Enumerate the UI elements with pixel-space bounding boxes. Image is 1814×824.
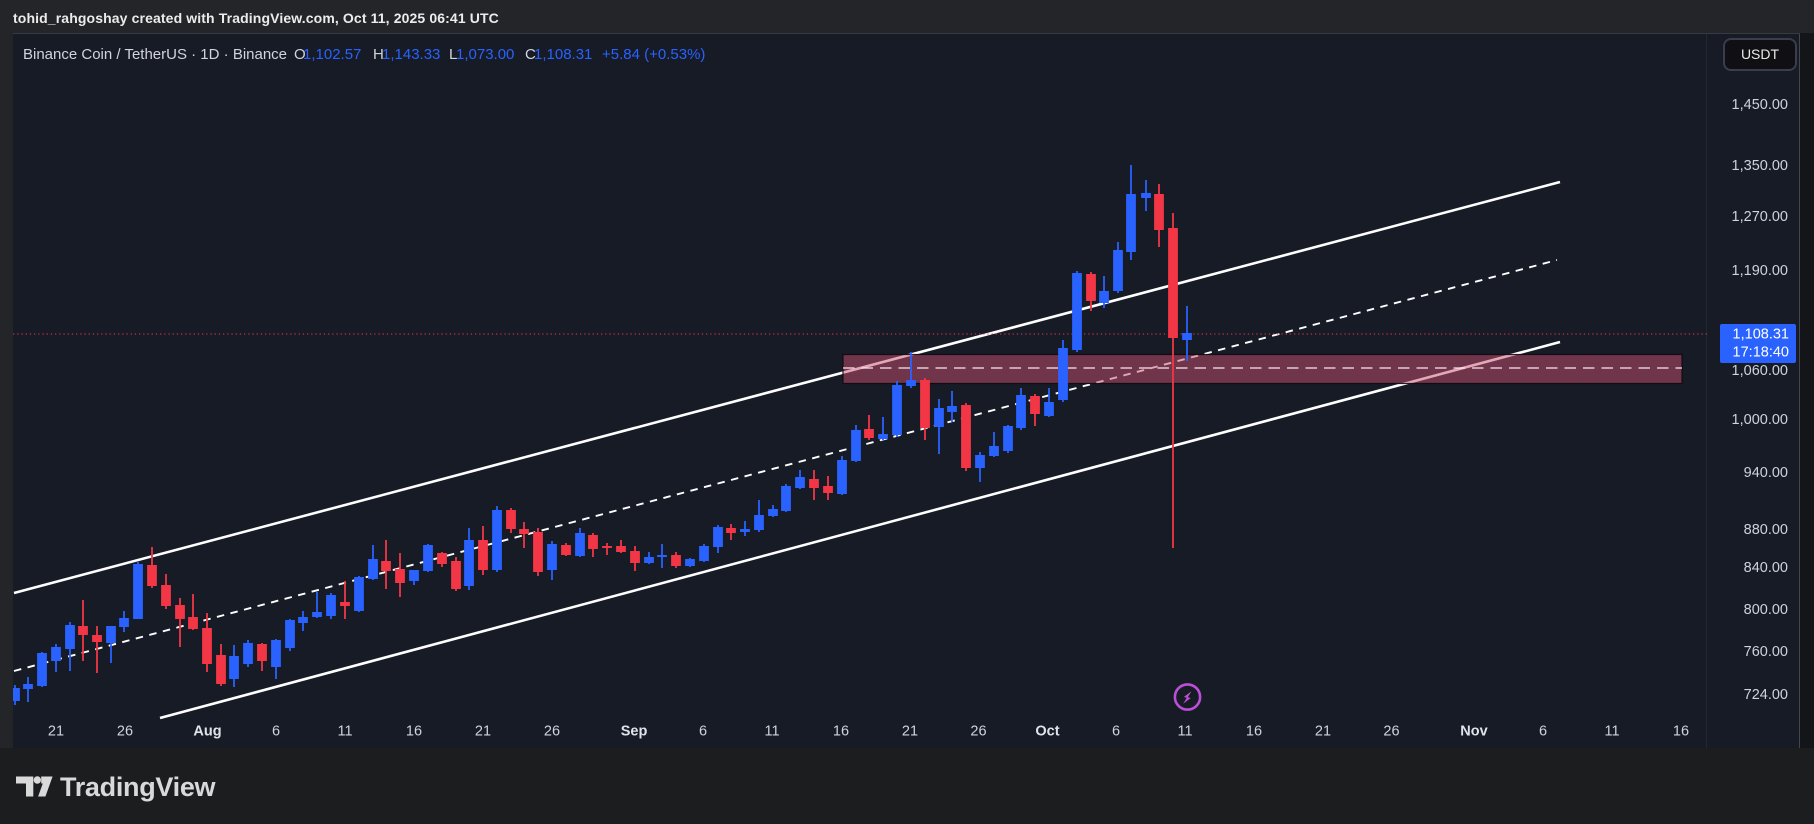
svg-text:1,270.00: 1,270.00 (1732, 209, 1788, 225)
svg-text:16: 16 (833, 724, 849, 740)
svg-text:21: 21 (902, 724, 918, 740)
svg-text:Sep: Sep (621, 724, 648, 740)
svg-text:21: 21 (475, 724, 491, 740)
svg-text:17:18:40: 17:18:40 (1733, 345, 1789, 361)
svg-text:6: 6 (1539, 724, 1547, 740)
svg-text:1,060.00: 1,060.00 (1732, 363, 1788, 379)
svg-text:840.00: 840.00 (1744, 560, 1788, 576)
svg-text:16: 16 (1673, 724, 1689, 740)
svg-text:1,350.00: 1,350.00 (1732, 158, 1788, 174)
svg-text:1,000.00: 1,000.00 (1732, 412, 1788, 428)
svg-text:11: 11 (764, 724, 779, 740)
svg-text:Nov: Nov (1460, 724, 1487, 740)
svg-text:26: 26 (970, 724, 986, 740)
svg-text:11: 11 (1604, 724, 1619, 740)
svg-text:880.00: 880.00 (1744, 522, 1788, 538)
svg-text:Aug: Aug (193, 724, 221, 740)
svg-text:16: 16 (406, 724, 422, 740)
svg-text:1,190.00: 1,190.00 (1732, 263, 1788, 279)
svg-text:11: 11 (337, 724, 352, 740)
svg-text:21: 21 (1315, 724, 1331, 740)
svg-text:26: 26 (1383, 724, 1399, 740)
svg-text:16: 16 (1246, 724, 1262, 740)
svg-text:6: 6 (699, 724, 707, 740)
svg-text:724.00: 724.00 (1744, 687, 1788, 703)
svg-text:760.00: 760.00 (1744, 644, 1788, 660)
svg-text:21: 21 (48, 724, 64, 740)
svg-text:26: 26 (117, 724, 133, 740)
svg-text:1,108.31: 1,108.31 (1733, 327, 1789, 343)
svg-text:6: 6 (1112, 724, 1120, 740)
svg-text:Oct: Oct (1035, 724, 1059, 740)
svg-text:11: 11 (1177, 724, 1192, 740)
svg-text:26: 26 (544, 724, 560, 740)
svg-text:1,450.00: 1,450.00 (1732, 97, 1788, 113)
svg-text:800.00: 800.00 (1744, 602, 1788, 618)
svg-text:940.00: 940.00 (1744, 465, 1788, 481)
svg-text:6: 6 (272, 724, 280, 740)
